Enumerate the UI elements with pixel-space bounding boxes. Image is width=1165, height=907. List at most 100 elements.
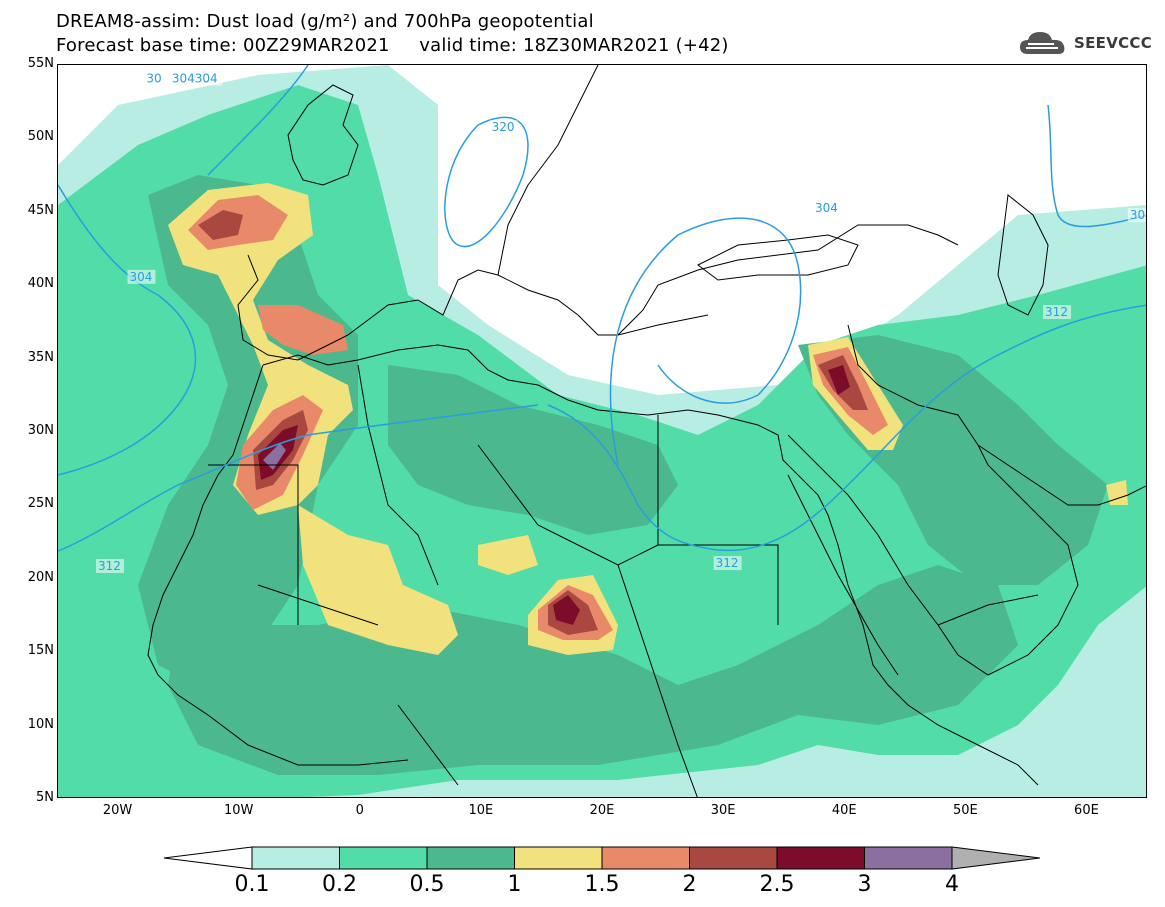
map-title: DREAM8-assim: Dust load (g/m²) and 700hP… xyxy=(56,11,594,32)
border-7 xyxy=(617,564,698,797)
border-8 xyxy=(937,594,1039,626)
border-4 xyxy=(208,464,299,625)
contour-label: 30 xyxy=(146,72,161,86)
contour-320 xyxy=(444,116,529,248)
colorbar-label: 0.5 xyxy=(409,872,445,897)
contour-label-bg xyxy=(489,120,518,135)
colorbar-cell xyxy=(514,846,603,870)
lat-label: 15N xyxy=(27,643,54,659)
contour-304-east xyxy=(609,217,802,466)
lon-label: 10W xyxy=(223,803,254,818)
colorbar-label: 2 xyxy=(682,872,697,897)
colorbar-cell xyxy=(426,846,515,870)
lat-label: 50N xyxy=(27,129,54,145)
dust-level-2-5-iraq xyxy=(828,365,850,395)
dust-level-0-5-libya xyxy=(388,365,678,535)
contour-label: 304 xyxy=(815,201,838,215)
colorbar-label: 1.5 xyxy=(584,872,620,897)
coast-black-sea xyxy=(697,234,859,281)
border-5 xyxy=(877,384,979,446)
border-11 xyxy=(397,704,459,786)
border-2 xyxy=(357,364,439,586)
contour-label: 304 xyxy=(129,270,152,284)
colorbar-cell xyxy=(864,846,953,870)
coast-britain xyxy=(287,84,359,186)
lon-label: 40E xyxy=(831,803,857,818)
dust-level-1-niger xyxy=(478,535,538,575)
contour-labels: 30304304320304304304312312312 xyxy=(95,71,1147,573)
border-3 xyxy=(657,415,779,625)
lat-label: 20N xyxy=(27,569,54,585)
contour-label-bg xyxy=(713,556,742,571)
coast-north-africa xyxy=(262,344,1039,786)
lat-label: 45N xyxy=(27,202,54,218)
dust-level-1-algeria xyxy=(298,505,458,655)
contour-312-south xyxy=(58,404,539,552)
contour-label: 312 xyxy=(716,556,739,570)
border-9 xyxy=(497,65,599,276)
lat-label: 30N xyxy=(27,423,54,438)
colorbar-label: 0.2 xyxy=(322,872,357,897)
forecast-time-subtitle: Forecast base time: 00Z29MAR2021 valid t… xyxy=(56,35,729,56)
lat-label: 55N xyxy=(27,56,54,71)
coast-arabia xyxy=(787,434,1079,676)
dust-level-3-morocco xyxy=(263,443,286,470)
contour-label-bg xyxy=(144,71,165,86)
contour-label-bg xyxy=(127,269,156,284)
dust-level-1-5-iberia xyxy=(258,305,348,355)
cloud-logo-icon xyxy=(1020,32,1065,54)
coast-red-sea xyxy=(787,474,899,676)
colorbar-label: 3 xyxy=(857,872,872,897)
colorbar-cell xyxy=(339,846,428,870)
colorbar-high-arrow xyxy=(951,846,1040,870)
colorbar-label: 0.1 xyxy=(234,872,270,897)
contour-label: 312 xyxy=(98,559,121,573)
dust-level-2-5-chad xyxy=(553,595,580,625)
contour-label-bg xyxy=(1127,208,1146,223)
coast-europe xyxy=(237,224,959,361)
contour-label: 312 xyxy=(1045,305,1068,319)
colorbar-label: 4 xyxy=(945,872,959,897)
colorbar-label: 1 xyxy=(507,872,522,897)
colorbar-cell xyxy=(251,846,340,870)
dust-load-field xyxy=(58,65,1146,797)
contour-304-north xyxy=(58,184,197,476)
contour-312-central xyxy=(547,304,1146,552)
lon-label: 0 xyxy=(355,803,364,818)
lon-label: 30E xyxy=(710,803,736,818)
contour-label: 304 xyxy=(1130,208,1147,222)
colorbar-cell xyxy=(776,846,865,870)
dust-level-2-bay xyxy=(198,210,243,240)
lon-label: 10E xyxy=(468,803,494,818)
colorbar xyxy=(163,846,1040,870)
map-canvas: 30304304320304304304312312312 xyxy=(58,65,1147,797)
geopotential-contours xyxy=(58,65,1146,552)
lon-label: 60E xyxy=(1074,803,1099,818)
lat-label: 10N xyxy=(27,716,54,732)
contour-label-bg xyxy=(1043,305,1072,320)
dust-level-1-uae xyxy=(1106,480,1128,505)
border-6 xyxy=(847,324,879,386)
lon-label: 20W xyxy=(102,803,133,818)
contour-label-bg xyxy=(169,71,222,86)
coast-caspian xyxy=(997,194,1049,316)
lat-label: 5N xyxy=(36,790,54,805)
contour-label-bg xyxy=(812,200,841,215)
contour-label: 320 xyxy=(492,120,515,134)
logo-text: SEEVCCC xyxy=(1074,34,1153,52)
lat-label: 25N xyxy=(27,496,54,512)
contour-304-ne xyxy=(1047,104,1146,228)
colorbar-cell xyxy=(689,846,778,870)
colorbar-label: 2.5 xyxy=(759,872,795,897)
colorbar-cell xyxy=(601,846,690,870)
border-1 xyxy=(477,444,659,566)
seevccc-logo: SEEVCCC xyxy=(1018,28,1152,58)
map-frame: 30304304320304304304312312312 xyxy=(57,64,1147,798)
border-12 xyxy=(257,584,379,626)
lon-label: 20E xyxy=(589,803,615,818)
coast-persian-gulf xyxy=(977,444,1146,506)
contour-label-bg xyxy=(95,558,124,573)
colorbar-low-arrow xyxy=(163,846,253,870)
lat-label: 35N xyxy=(27,349,54,365)
lon-label: 50E xyxy=(952,803,978,818)
